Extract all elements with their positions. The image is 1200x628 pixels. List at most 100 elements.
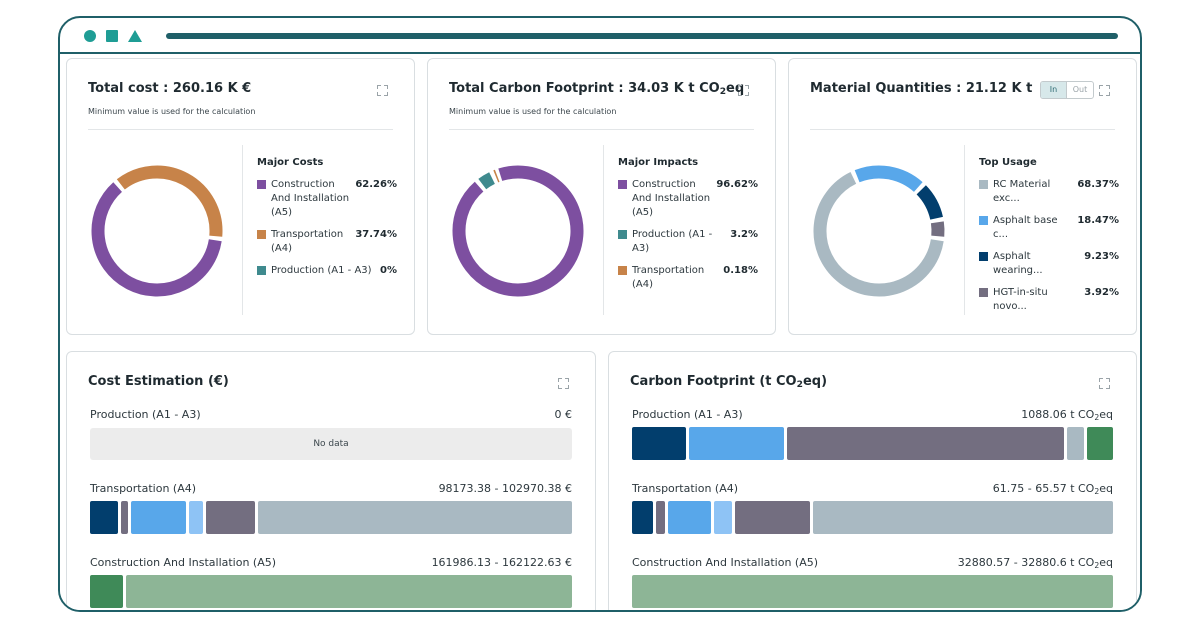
- bar-segment[interactable]: [689, 427, 784, 460]
- legend-value: 68.37%: [1077, 179, 1119, 190]
- card-title-sub: 2: [719, 87, 727, 97]
- bar-segment[interactable]: [90, 575, 123, 608]
- bar-segment[interactable]: [668, 501, 712, 534]
- bar-segment[interactable]: [125, 575, 572, 608]
- legend-value: 9.23%: [1084, 251, 1119, 262]
- bar-segment[interactable]: [1087, 427, 1113, 460]
- triangle-icon: [128, 30, 142, 42]
- expand-icon[interactable]: [1099, 378, 1110, 389]
- legend-item[interactable]: Construction And Installation (A5) 62.26%: [257, 178, 397, 220]
- card-title-suffix: eq): [802, 374, 828, 389]
- donut-slice[interactable]: [116, 165, 223, 237]
- bar-segment[interactable]: [632, 501, 654, 534]
- legend-label: Construction And Installation (A5): [632, 179, 711, 218]
- legend-label: Production (A1 - A3): [271, 265, 372, 276]
- expand-icon[interactable]: [1099, 85, 1110, 96]
- bar-segment[interactable]: [656, 501, 666, 534]
- window-titlebar: [60, 18, 1140, 54]
- browser-window: Total cost : 260.16 K € Minimum value is…: [58, 16, 1142, 612]
- value-sub: 2: [1094, 560, 1100, 570]
- legend-value: 18.47%: [1077, 215, 1119, 226]
- value-text: 1088.06 t CO: [1021, 408, 1095, 421]
- legend-swatch: [979, 252, 988, 261]
- card-title: Material Quantities : 21.12 K t: [810, 81, 1033, 96]
- circle-icon: [84, 30, 96, 42]
- donut-slice[interactable]: [930, 221, 945, 237]
- legend-value: 0%: [380, 265, 397, 276]
- legend-item[interactable]: Production (A1 - A3) 3.2%: [618, 228, 758, 256]
- donut-slice[interactable]: [813, 172, 944, 297]
- donut-slice[interactable]: [493, 169, 500, 183]
- square-icon: [106, 30, 118, 42]
- legend-item[interactable]: Production (A1 - A3) 0%: [257, 264, 397, 278]
- card-title-text: Carbon Footprint (t CO: [630, 374, 797, 389]
- expand-icon[interactable]: [377, 85, 388, 96]
- bar-segment[interactable]: [735, 501, 811, 534]
- legend-item[interactable]: Construction And Installation (A5) 96.62%: [618, 178, 758, 220]
- donut-slice[interactable]: [478, 172, 496, 190]
- legend-title: Major Impacts: [618, 157, 699, 168]
- bar-segment[interactable]: [189, 501, 204, 534]
- bar-segment[interactable]: [632, 427, 687, 460]
- stacked-bar: [632, 427, 1113, 460]
- legend-swatch: [257, 180, 266, 189]
- legend-item[interactable]: Transportation (A4) 0.18%: [618, 264, 758, 292]
- bar-segment[interactable]: [1067, 427, 1085, 460]
- legend-label: Asphalt wearing...: [993, 251, 1043, 276]
- carbon-donut-chart: [452, 165, 584, 297]
- row-label: Production (A1 - A3): [90, 408, 201, 421]
- cost-donut-chart: [91, 165, 223, 297]
- toggle-out[interactable]: Out: [1072, 85, 1088, 94]
- carbon-total-card: Total Carbon Footprint : 34.03 K t CO2eq…: [427, 58, 776, 335]
- legend-title: Major Costs: [257, 157, 324, 168]
- card-title: Cost Estimation (€): [88, 374, 229, 389]
- bar-segment[interactable]: [206, 501, 256, 534]
- stacked-bar: [632, 501, 1113, 534]
- row-value: 1088.06 t CO2eq: [1021, 408, 1113, 422]
- legend-label: HGT-in-situ novo...: [993, 287, 1048, 312]
- legend-label: Construction And Installation (A5): [271, 179, 350, 218]
- legend-swatch: [618, 266, 627, 275]
- divider: [242, 145, 243, 315]
- bar-segment[interactable]: [813, 501, 1113, 534]
- legend-swatch: [618, 180, 627, 189]
- row-value: 98173.38 - 102970.38 €: [438, 482, 572, 495]
- address-bar[interactable]: [166, 33, 1118, 39]
- toggle-in[interactable]: In: [1041, 82, 1067, 98]
- bar-segment[interactable]: [131, 501, 187, 534]
- bar-segment[interactable]: [786, 427, 1065, 460]
- legend-item[interactable]: Transportation (A4) 37.74%: [257, 228, 397, 256]
- card-title: Total Carbon Footprint : 34.03 K t CO2eq: [449, 81, 744, 97]
- row-value: 161986.13 - 162122.63 €: [431, 556, 572, 569]
- bar-segment[interactable]: [90, 501, 119, 534]
- legend-item[interactable]: HGT-in-situ novo... 3.92%: [979, 286, 1119, 314]
- donut-slice[interactable]: [854, 165, 923, 193]
- bar-segment[interactable]: [714, 501, 733, 534]
- bar-segment[interactable]: [632, 575, 1113, 608]
- legend-value: 3.2%: [730, 229, 758, 240]
- cost-estimation-card: Cost Estimation (€) Production (A1 - A3)…: [66, 351, 596, 610]
- row-value: 61.75 - 65.57 t CO2eq: [993, 482, 1113, 496]
- donut-slice[interactable]: [91, 182, 222, 297]
- row-label: Construction And Installation (A5): [90, 556, 277, 569]
- donut-slice[interactable]: [916, 185, 943, 220]
- value-sub: 2: [1094, 412, 1100, 422]
- legend-item[interactable]: Asphalt wearing... 9.23%: [979, 250, 1119, 278]
- card-title-text: Total Carbon Footprint : 34.03 K t CO: [449, 81, 720, 96]
- card-title: Total cost : 260.16 K €: [88, 81, 252, 96]
- card-title-suffix: eq: [726, 81, 745, 96]
- donut-slice[interactable]: [452, 165, 584, 297]
- value-text: 32880.57 - 32880.6 t CO: [957, 556, 1095, 569]
- in-out-toggle[interactable]: In Out: [1040, 81, 1094, 99]
- bar-segment[interactable]: [121, 501, 129, 534]
- legend-value: 3.92%: [1084, 287, 1119, 298]
- legend-item[interactable]: Asphalt base c... 18.47%: [979, 214, 1119, 242]
- expand-icon[interactable]: [558, 378, 569, 389]
- legend-item[interactable]: RC Material exc... 68.37%: [979, 178, 1119, 206]
- legend-label: Transportation (A4): [632, 265, 705, 290]
- divider: [88, 129, 393, 130]
- legend-swatch: [257, 266, 266, 275]
- materials-card: Material Quantities : 21.12 K t In Out T…: [788, 58, 1137, 335]
- bar-segment[interactable]: [258, 501, 572, 534]
- expand-icon[interactable]: [738, 85, 749, 96]
